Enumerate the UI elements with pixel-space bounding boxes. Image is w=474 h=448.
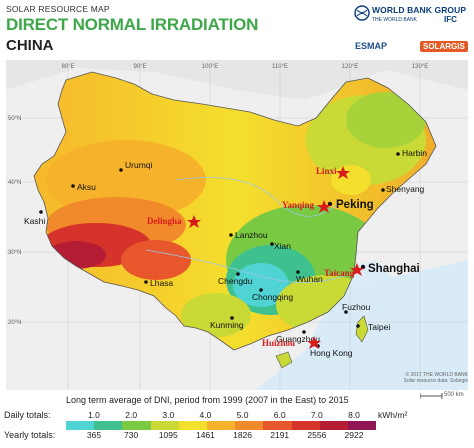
daily-ticks: 1.0 2.0 3.0 4.0 5.0 6.0 7.0 8.0 xyxy=(66,410,376,421)
city-label-urumqi: Urumqi xyxy=(125,160,153,170)
legend-swatch xyxy=(178,421,207,430)
lat-label-50: 50°N xyxy=(8,116,21,122)
lon-label-100: 100°E xyxy=(202,64,218,70)
daily-tick-label: 7.0 xyxy=(310,410,323,420)
copyright-line: © 2017 THE WORLD BANK xyxy=(405,372,469,378)
legend-swatch xyxy=(291,421,320,430)
lat-label-30: 30°N xyxy=(8,250,21,256)
legend-color-bar xyxy=(66,421,377,430)
city-label-lanzhou: Lanzhou xyxy=(235,230,268,240)
yearly-tick-label: 1461 xyxy=(195,430,215,440)
city-label-taipei: Taipei xyxy=(368,322,390,332)
country-name: CHINA xyxy=(6,37,54,54)
city-label-aksu: Aksu xyxy=(77,182,96,192)
city-label-chengdu: Chengdu xyxy=(218,276,253,286)
yearly-tick-label: 2556 xyxy=(307,430,327,440)
star-icon xyxy=(187,215,201,228)
lon-label-130: 130°E xyxy=(412,64,428,70)
city-label-harbin: Harbin xyxy=(402,148,427,158)
city-label-shenyang: Shenyang xyxy=(386,184,425,194)
solargis-logo: SOLARGIS xyxy=(420,41,468,52)
hainan-island xyxy=(275,351,293,369)
star-icon xyxy=(307,336,321,349)
lat-label-40: 40°N xyxy=(8,180,21,186)
yearly-tick-label: 2922 xyxy=(344,430,364,440)
header: SOLAR RESOURCE MAP DIRECT NORMAL IRRADIA… xyxy=(0,0,474,60)
city-label-xian: Xian xyxy=(274,241,291,251)
lon-label-110: 110°E xyxy=(272,64,288,70)
scale-bar-icon xyxy=(420,393,443,399)
city-markers xyxy=(39,152,400,348)
marker-label-huizhou: Huizhou xyxy=(262,338,295,348)
daily-tick-label: 2.0 xyxy=(125,410,138,420)
marker-label-linxi: Linxi xyxy=(316,166,337,176)
yangtze-river xyxy=(145,249,347,283)
legend-swatch xyxy=(206,421,236,430)
legend-swatch xyxy=(235,421,264,430)
daily-tick-label: 1.0 xyxy=(88,410,100,420)
city-label-hongkong: Hong Kong xyxy=(310,348,353,358)
daily-tick-label: 6.0 xyxy=(273,410,286,420)
lat-label-20: 20°N xyxy=(8,320,21,326)
taiwan-island xyxy=(355,315,369,343)
city-label-chongqing: Chongqing xyxy=(252,292,293,302)
legend-unit: kWh/m² xyxy=(378,410,408,420)
lon-label-90: 90°E xyxy=(133,64,146,70)
city-label-peking: Peking xyxy=(336,199,374,211)
city-label-fuzhou: Fuzhou xyxy=(342,302,371,312)
legend-title: Long term average of DNI, period from 19… xyxy=(66,395,349,405)
wbg-logo-text: WORLD BANK GROUP xyxy=(372,5,467,15)
daily-tick-label: 4.0 xyxy=(199,410,212,420)
star-icon xyxy=(350,263,364,276)
yearly-tick-label: 1826 xyxy=(233,430,253,440)
city-label-kashi: Kashi xyxy=(24,216,45,226)
legend-swatch xyxy=(319,421,348,430)
star-icon xyxy=(336,166,350,179)
legend-swatch xyxy=(263,421,292,430)
lon-label-80: 80°E xyxy=(61,64,74,70)
map-superscript: SOLAR RESOURCE MAP xyxy=(6,4,110,14)
lon-label-120: 120°E xyxy=(342,64,358,70)
ifc-logo: IFC xyxy=(444,15,457,24)
city-label-shanghai: Shanghai xyxy=(368,263,420,275)
city-label-wuhan: Wuhan xyxy=(296,274,323,284)
legend-swatch xyxy=(150,421,179,430)
china-dni-map: 80°E 90°E 100°E 110°E 120°E 130°E 50°N 4… xyxy=(6,60,468,390)
star-icon xyxy=(317,200,331,213)
star-markers xyxy=(187,166,364,349)
china-border xyxy=(33,71,437,351)
yellow-river xyxy=(175,177,337,217)
data-source-line: Solar resource data: Solargis xyxy=(403,378,468,384)
legend-swatch xyxy=(94,421,123,430)
daily-tick-label: 3.0 xyxy=(162,410,175,420)
dni-color-field xyxy=(34,72,436,350)
scale-bar-label: 500 km xyxy=(444,392,464,398)
legend-swatch xyxy=(122,421,151,430)
yearly-tick-label: 730 xyxy=(124,430,139,440)
esmap-logo: ESMAP xyxy=(355,41,388,51)
wb-logo-subtext: THE WORLD BANK xyxy=(372,17,418,23)
daily-tick-label: 5.0 xyxy=(236,410,249,420)
daily-tick-label: 8.0 xyxy=(348,410,360,420)
legend-swatch xyxy=(347,421,377,430)
city-label-kunming: Kunming xyxy=(210,320,244,330)
marker-label-taicang: Taicang xyxy=(324,268,355,278)
map-title: DIRECT NORMAL IRRADIATION xyxy=(6,15,259,34)
yearly-tick-label: 365 xyxy=(86,430,102,440)
yearly-tick-label: 1095 xyxy=(158,430,178,440)
city-label-guangzhou: Guangzhou xyxy=(276,334,320,344)
marker-label-yanqing: Yanqing xyxy=(282,200,315,210)
city-label-lhasa: Lhasa xyxy=(150,278,173,288)
yearly-totals-label: Yearly totals: xyxy=(4,430,56,440)
map-area[interactable]: 80°E 90°E 100°E 110°E 120°E 130°E 50°N 4… xyxy=(6,60,468,390)
world-bank-globe-icon xyxy=(354,5,370,21)
marker-label-delingha: Delingha xyxy=(147,216,182,226)
yearly-tick-label: 2191 xyxy=(270,430,290,440)
daily-totals-label: Daily totals: xyxy=(4,410,51,420)
yearly-ticks: 365 730 1095 1461 1826 2191 2556 2922 xyxy=(66,430,376,441)
legend-swatch xyxy=(66,421,95,430)
